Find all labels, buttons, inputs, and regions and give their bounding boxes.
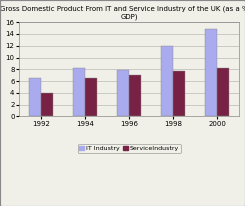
- Bar: [161, 46, 173, 116]
- Bar: [41, 93, 53, 116]
- Bar: [73, 68, 85, 116]
- Bar: [117, 70, 129, 116]
- Title: Gross Domestic Product From IT and Service Industry of the UK (as a % of
GDP): Gross Domestic Product From IT and Servi…: [0, 6, 245, 20]
- Legend: IT Industry, ServiceIndustry: IT Industry, ServiceIndustry: [78, 144, 181, 153]
- Bar: [173, 71, 185, 116]
- Bar: [205, 29, 217, 116]
- Bar: [217, 68, 229, 116]
- Bar: [129, 75, 141, 116]
- Bar: [29, 78, 41, 116]
- Bar: [85, 78, 98, 116]
